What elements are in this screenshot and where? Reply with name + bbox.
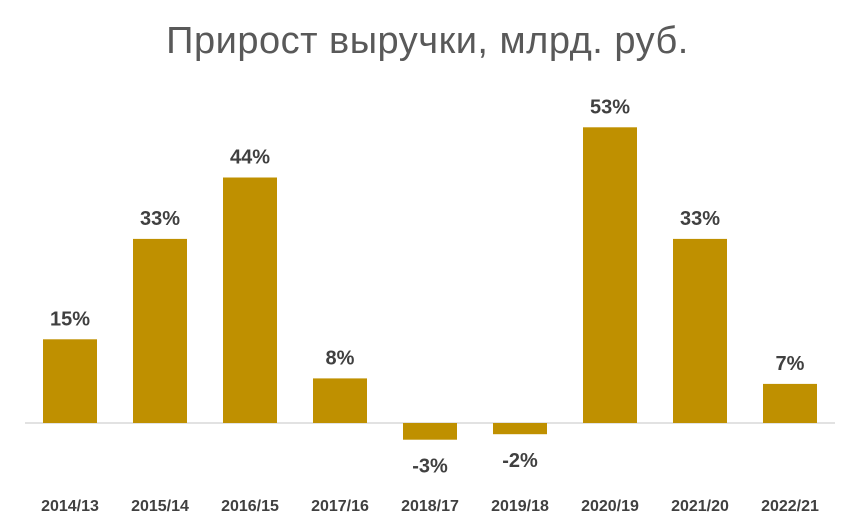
data-label-2014/13: 15% xyxy=(50,308,90,330)
bar-2017/16 xyxy=(313,378,367,423)
chart-title: Прирост выручки, млрд. руб. xyxy=(166,20,689,62)
bar-2018/17 xyxy=(403,423,457,440)
x-tick-label-2014/13: 2014/13 xyxy=(41,498,99,515)
x-tick-label-2018/17: 2018/17 xyxy=(401,498,459,515)
x-tick-label-2016/15: 2016/15 xyxy=(221,498,279,515)
bar-2016/15 xyxy=(223,177,277,423)
x-tick-label-2021/20: 2021/20 xyxy=(671,498,729,515)
x-tick-label-2020/19: 2020/19 xyxy=(581,498,639,515)
x-tick-label-2017/16: 2017/16 xyxy=(311,498,369,515)
x-tick-label-2019/18: 2019/18 xyxy=(491,498,549,515)
data-label-2018/17: -3% xyxy=(412,456,448,478)
data-label-2016/15: 44% xyxy=(230,147,270,169)
bar-2020/19 xyxy=(583,127,637,424)
data-label-2021/20: 33% xyxy=(680,208,720,230)
x-tick-label-2015/14: 2015/14 xyxy=(131,498,189,515)
x-tick-label-2022/21: 2022/21 xyxy=(761,498,819,515)
bar-2021/20 xyxy=(673,238,727,423)
data-label-2022/21: 7% xyxy=(776,353,805,375)
bar-2015/14 xyxy=(133,238,187,423)
bar-2014/13 xyxy=(43,339,97,423)
data-label-2017/16: 8% xyxy=(326,347,355,369)
bar-2019/18 xyxy=(493,423,547,435)
bar-2022/21 xyxy=(763,383,817,423)
data-label-2020/19: 53% xyxy=(590,96,630,118)
data-label-2015/14: 33% xyxy=(140,208,180,230)
data-label-2019/18: -2% xyxy=(502,450,538,472)
